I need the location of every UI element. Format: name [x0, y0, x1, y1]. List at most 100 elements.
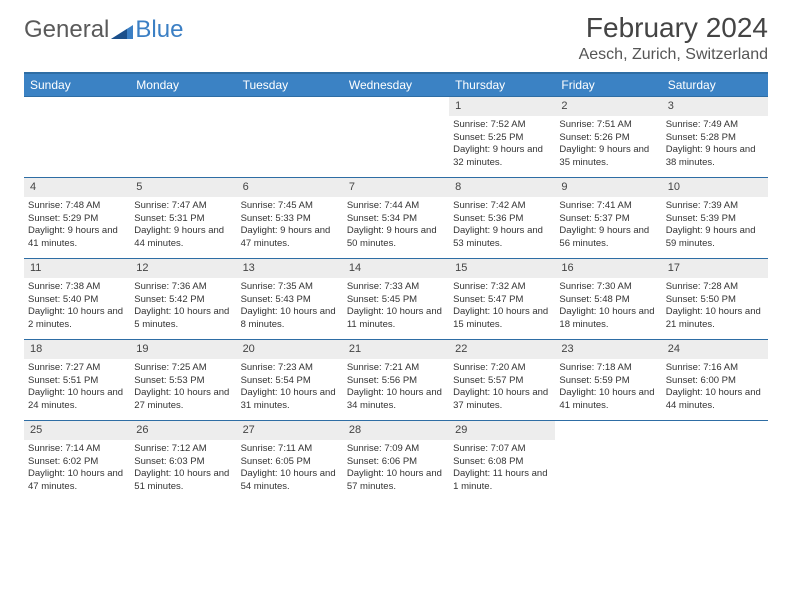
sunrise-text: Sunrise: 7:30 AM [559, 281, 657, 294]
sunset-text: Sunset: 5:50 PM [666, 294, 764, 307]
daylight-text: Daylight: 11 hours and 1 minute. [453, 468, 551, 494]
logo-text-blue: Blue [135, 16, 183, 44]
sunset-text: Sunset: 5:33 PM [241, 213, 339, 226]
day-number: 27 [237, 421, 343, 440]
logo-triangle-icon [111, 21, 133, 39]
daylight-text: Daylight: 10 hours and 51 minutes. [134, 468, 232, 494]
sunrise-text: Sunrise: 7:51 AM [559, 119, 657, 132]
daylight-text: Daylight: 10 hours and 2 minutes. [28, 306, 126, 332]
sunset-text: Sunset: 6:06 PM [347, 456, 445, 469]
sunrise-text: Sunrise: 7:32 AM [453, 281, 551, 294]
day-cell: 5Sunrise: 7:47 AMSunset: 5:31 PMDaylight… [130, 178, 236, 258]
sunrise-text: Sunrise: 7:39 AM [666, 200, 764, 213]
day-cell: 19Sunrise: 7:25 AMSunset: 5:53 PMDayligh… [130, 340, 236, 420]
day-header-row: Sunday Monday Tuesday Wednesday Thursday… [24, 74, 768, 96]
day-cell: 15 Sunrise: 7:32 AMSunset: 5:47 PMDayligh… [449, 259, 555, 339]
day-number: 26 [130, 421, 236, 440]
day-cell [662, 421, 768, 501]
day-cell: 7Sunrise: 7:44 AMSunset: 5:34 PMDaylight… [343, 178, 449, 258]
day-cell: 1Sunrise: 7:52 AMSunset: 5:25 PMDaylight… [449, 97, 555, 177]
sunset-text: Sunset: 5:39 PM [666, 213, 764, 226]
day-cell: 16Sunrise: 7:30 AMSunset: 5:48 PMDayligh… [555, 259, 661, 339]
day-number: 29 [449, 421, 555, 440]
day-number: 4 [24, 178, 130, 197]
week-row: 11Sunrise: 7:38 AMSunset: 5:40 PMDayligh… [24, 258, 768, 339]
sunrise-text: Sunrise: 7:42 AM [453, 200, 551, 213]
day-number: 9 [555, 178, 661, 197]
day-number: 13 [237, 259, 343, 278]
day-cell: 9Sunrise: 7:41 AMSunset: 5:37 PMDaylight… [555, 178, 661, 258]
day-number: 17 [662, 259, 768, 278]
day-cell: 2 Sunrise: 7:51 AMSunset: 5:26 PMDaylight… [555, 97, 661, 177]
day-cell [130, 97, 236, 177]
sunrise-text: Sunrise: 7:45 AM [241, 200, 339, 213]
sunrise-text: Sunrise: 7:52 AM [453, 119, 551, 132]
day-header-wednesday: Wednesday [343, 74, 449, 96]
daylight-text: Daylight: 10 hours and 47 minutes. [28, 468, 126, 494]
sunset-text: Sunset: 5:29 PM [28, 213, 126, 226]
sunset-text: Sunset: 5:54 PM [241, 375, 339, 388]
sunset-text: Sunset: 5:59 PM [559, 375, 657, 388]
day-cell: 10Sunrise: 7:39 AMSunset: 5:39 PMDayligh… [662, 178, 768, 258]
week-row: 25Sunrise: 7:14 AMSunset: 6:02 PMDayligh… [24, 420, 768, 501]
daylight-text: Daylight: 10 hours and 41 minutes. [559, 387, 657, 413]
day-number: 19 [130, 340, 236, 359]
day-cell [24, 97, 130, 177]
day-number: 15 [449, 259, 555, 278]
sunset-text: Sunset: 6:03 PM [134, 456, 232, 469]
sunrise-text: Sunrise: 7:11 AM [241, 443, 339, 456]
daylight-text: Daylight: 9 hours and 32 minutes. [453, 144, 551, 170]
sunset-text: Sunset: 5:42 PM [134, 294, 232, 307]
day-number: 25 [24, 421, 130, 440]
sunrise-text: Sunrise: 7:38 AM [28, 281, 126, 294]
location-label: Aesch, Zurich, Switzerland [579, 46, 768, 64]
sunrise-text: Sunrise: 7:27 AM [28, 362, 126, 375]
day-cell [555, 421, 661, 501]
daylight-text: Daylight: 9 hours and 47 minutes. [241, 225, 339, 251]
daylight-text: Daylight: 9 hours and 35 minutes. [559, 144, 657, 170]
day-cell: 4Sunrise: 7:48 AMSunset: 5:29 PMDaylight… [24, 178, 130, 258]
sunrise-text: Sunrise: 7:25 AM [134, 362, 232, 375]
sunrise-text: Sunrise: 7:16 AM [666, 362, 764, 375]
daylight-text: Daylight: 9 hours and 44 minutes. [134, 225, 232, 251]
sunset-text: Sunset: 5:31 PM [134, 213, 232, 226]
day-number: 20 [237, 340, 343, 359]
day-cell: 25Sunrise: 7:14 AMSunset: 6:02 PMDayligh… [24, 421, 130, 501]
day-cell: 8Sunrise: 7:42 AMSunset: 5:36 PMDaylight… [449, 178, 555, 258]
sunset-text: Sunset: 6:08 PM [453, 456, 551, 469]
day-cell [237, 97, 343, 177]
daylight-text: Daylight: 10 hours and 31 minutes. [241, 387, 339, 413]
day-cell: 11Sunrise: 7:38 AMSunset: 5:40 PMDayligh… [24, 259, 130, 339]
day-header-monday: Monday [130, 74, 236, 96]
sunrise-text: Sunrise: 7:09 AM [347, 443, 445, 456]
daylight-text: Daylight: 10 hours and 15 minutes. [453, 306, 551, 332]
daylight-text: Daylight: 10 hours and 27 minutes. [134, 387, 232, 413]
day-cell: 28Sunrise: 7:09 AMSunset: 6:06 PMDayligh… [343, 421, 449, 501]
daylight-text: Daylight: 10 hours and 8 minutes. [241, 306, 339, 332]
day-number: 2 [555, 97, 661, 116]
day-number: 3 [662, 97, 768, 116]
day-cell: 29Sunrise: 7:07 AMSunset: 6:08 PMDayligh… [449, 421, 555, 501]
day-cell: 14Sunrise: 7:33 AMSunset: 5:45 PMDayligh… [343, 259, 449, 339]
sunset-text: Sunset: 5:26 PM [559, 132, 657, 145]
daylight-text: Daylight: 10 hours and 18 minutes. [559, 306, 657, 332]
daylight-text: Daylight: 10 hours and 24 minutes. [28, 387, 126, 413]
sunrise-text: Sunrise: 7:28 AM [666, 281, 764, 294]
sunset-text: Sunset: 5:47 PM [453, 294, 551, 307]
day-number: 6 [237, 178, 343, 197]
day-cell: 13Sunrise: 7:35 AMSunset: 5:43 PMDayligh… [237, 259, 343, 339]
day-cell: 3Sunrise: 7:49 AMSunset: 5:28 PMDaylight… [662, 97, 768, 177]
day-cell: 27Sunrise: 7:11 AMSunset: 6:05 PMDayligh… [237, 421, 343, 501]
day-number: 8 [449, 178, 555, 197]
sunset-text: Sunset: 5:37 PM [559, 213, 657, 226]
day-number: 18 [24, 340, 130, 359]
daylight-text: Daylight: 9 hours and 38 minutes. [666, 144, 764, 170]
sunset-text: Sunset: 6:02 PM [28, 456, 126, 469]
day-cell: 22Sunrise: 7:20 AMSunset: 5:57 PMDayligh… [449, 340, 555, 420]
daylight-text: Daylight: 9 hours and 50 minutes. [347, 225, 445, 251]
day-cell: 20Sunrise: 7:23 AMSunset: 5:54 PMDayligh… [237, 340, 343, 420]
day-number: 10 [662, 178, 768, 197]
week-row: 18Sunrise: 7:27 AMSunset: 5:51 PMDayligh… [24, 339, 768, 420]
day-number: 23 [555, 340, 661, 359]
sunrise-text: Sunrise: 7:36 AM [134, 281, 232, 294]
